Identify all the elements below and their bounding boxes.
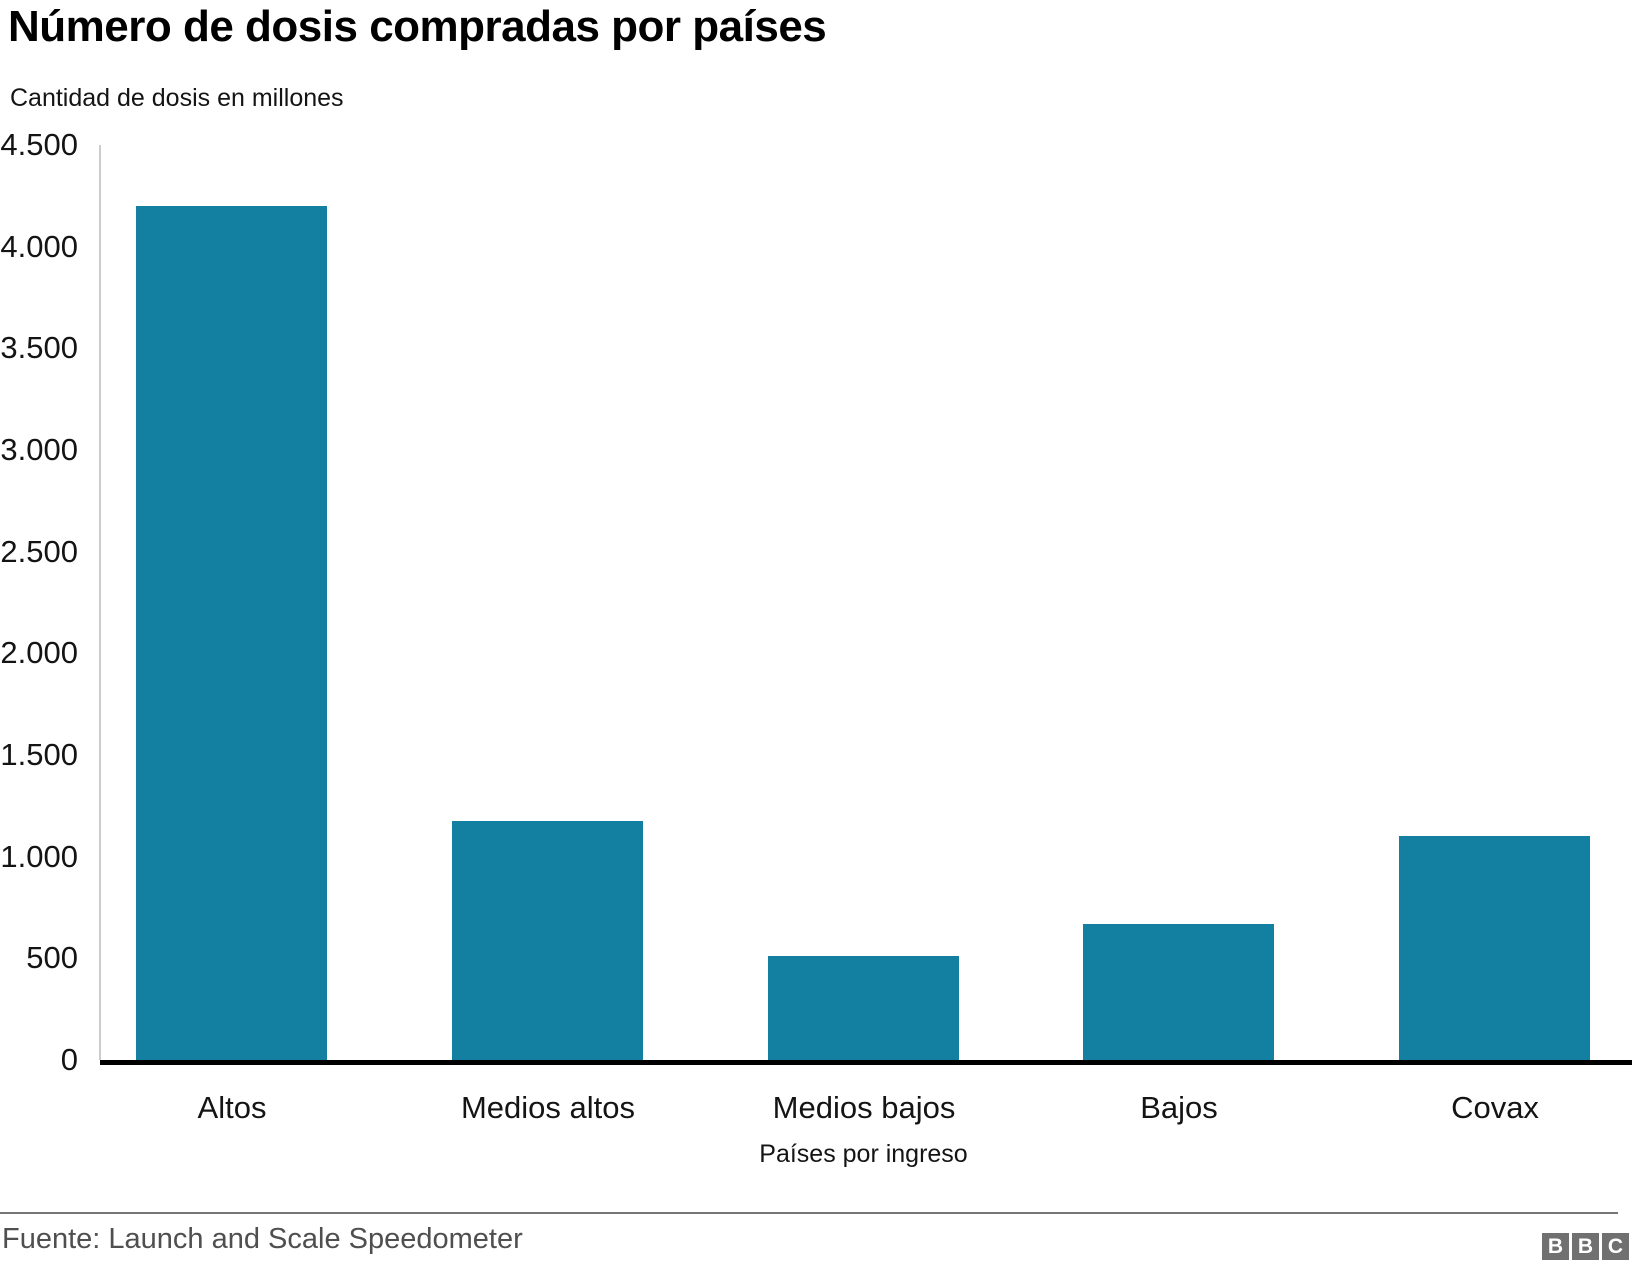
y-tick-label-4000: 4.000 bbox=[0, 229, 78, 264]
bar-altos bbox=[136, 206, 327, 1060]
footer-divider bbox=[0, 1212, 1618, 1214]
bar-medios-bajos bbox=[768, 956, 959, 1060]
chart-units-label: Cantidad de dosis en millones bbox=[10, 84, 344, 112]
bar-medios-altos bbox=[452, 821, 643, 1060]
bbc-logo-square-3: C bbox=[1602, 1233, 1629, 1260]
x-tick-label-altos: Altos bbox=[197, 1090, 267, 1125]
x-tick-label-medios-altos: Medios altos bbox=[460, 1090, 636, 1125]
chart-title: Número de dosis compradas por países bbox=[8, 2, 827, 51]
x-tick-label-covax: Covax bbox=[1451, 1090, 1539, 1125]
bar-covax bbox=[1399, 836, 1590, 1060]
y-tick-label-3500: 3.500 bbox=[0, 330, 78, 365]
y-axis-line bbox=[99, 145, 101, 1060]
y-tick-label-3000: 3.000 bbox=[0, 432, 78, 467]
bar-bajos bbox=[1083, 924, 1274, 1060]
y-tick-label-2500: 2.500 bbox=[0, 534, 78, 569]
y-tick-label-1500: 1.500 bbox=[0, 737, 78, 772]
x-tick-label-bajos: Bajos bbox=[1140, 1090, 1218, 1125]
x-axis-baseline bbox=[100, 1060, 1632, 1065]
x-tick-label-medios-bajos: Medios bajos bbox=[772, 1090, 956, 1125]
y-tick-label-0: 0 bbox=[60, 1042, 78, 1077]
bbc-logo-square-2: B bbox=[1572, 1233, 1599, 1260]
source-attribution: Fuente: Launch and Scale Speedometer bbox=[2, 1223, 523, 1255]
y-tick-label-500: 500 bbox=[26, 940, 78, 975]
y-tick-label-1000: 1.000 bbox=[0, 839, 78, 874]
y-tick-label-4500: 4.500 bbox=[0, 127, 78, 162]
x-axis-title: Países por ingreso bbox=[759, 1140, 968, 1168]
bbc-logo-square-1: B bbox=[1542, 1233, 1569, 1260]
y-tick-label-2000: 2.000 bbox=[0, 635, 78, 670]
